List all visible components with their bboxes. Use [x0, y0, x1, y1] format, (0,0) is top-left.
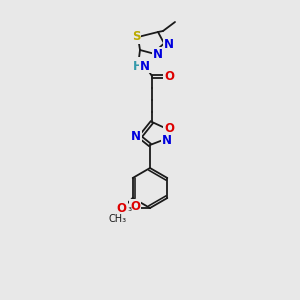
Text: S: S [132, 29, 140, 43]
Text: N: N [162, 134, 172, 148]
Text: O: O [130, 200, 140, 214]
Text: N: N [138, 58, 148, 71]
Text: N: N [131, 130, 141, 143]
Text: N: N [140, 59, 150, 73]
Text: H: H [133, 59, 143, 73]
Text: N: N [153, 49, 163, 62]
Text: O: O [117, 202, 127, 215]
Text: CH₃: CH₃ [115, 203, 133, 213]
Text: H: H [131, 58, 141, 71]
Text: O: O [164, 122, 174, 134]
Text: CH₃: CH₃ [109, 214, 127, 224]
Text: O: O [164, 70, 174, 83]
Text: N: N [164, 38, 174, 52]
